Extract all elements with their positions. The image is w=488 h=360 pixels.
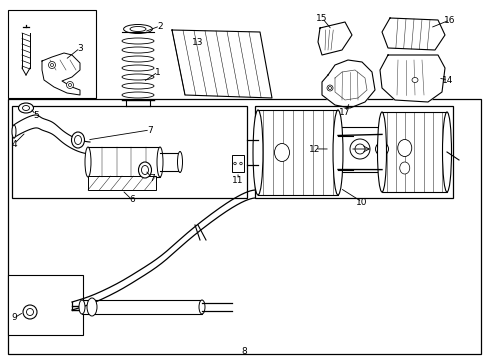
Polygon shape [381,18,444,50]
Text: 16: 16 [443,15,455,24]
Ellipse shape [85,147,91,177]
Bar [8,10,96,98]
Ellipse shape [79,300,85,314]
Ellipse shape [122,74,154,80]
Bar [88,176,156,190]
Ellipse shape [399,162,409,174]
Ellipse shape [138,162,151,178]
Polygon shape [172,30,271,98]
Ellipse shape [66,81,73,89]
Ellipse shape [199,300,204,314]
Ellipse shape [141,166,148,175]
Ellipse shape [123,24,152,33]
Ellipse shape [349,139,369,159]
Ellipse shape [48,62,55,68]
Text: 10: 10 [356,198,367,207]
Ellipse shape [252,110,263,195]
Text: 7: 7 [147,126,153,135]
Text: 5: 5 [33,111,39,120]
Bar [88,147,160,177]
Ellipse shape [122,38,154,44]
Ellipse shape [122,83,154,89]
Ellipse shape [22,105,29,111]
Bar [254,106,452,198]
Ellipse shape [122,47,154,53]
Text: 7: 7 [149,174,155,183]
Text: 14: 14 [442,76,453,85]
Text: 4: 4 [11,140,17,149]
Text: 11: 11 [232,176,243,185]
Ellipse shape [332,110,342,195]
Bar [8,99,480,354]
Ellipse shape [397,140,411,157]
Bar [12,106,246,198]
Ellipse shape [71,132,84,148]
Ellipse shape [375,143,387,156]
Ellipse shape [354,144,364,154]
Ellipse shape [442,112,450,192]
Ellipse shape [328,86,331,90]
Ellipse shape [23,305,37,319]
Bar [8,275,83,335]
Ellipse shape [233,162,236,165]
Ellipse shape [377,112,386,192]
Ellipse shape [50,63,53,67]
Ellipse shape [74,135,81,144]
Ellipse shape [122,56,154,62]
Ellipse shape [19,103,34,113]
Text: 12: 12 [309,144,320,153]
Polygon shape [317,22,351,55]
Bar [258,110,337,195]
Ellipse shape [326,85,332,91]
Text: 8: 8 [241,346,246,356]
Ellipse shape [68,84,71,86]
Text: 17: 17 [339,108,350,117]
Ellipse shape [26,309,34,315]
Ellipse shape [177,152,182,172]
Bar [381,112,446,192]
Ellipse shape [239,162,242,165]
Ellipse shape [274,144,289,162]
Text: 9: 9 [11,314,17,323]
Bar [309,127,394,172]
Bar [231,155,244,172]
Ellipse shape [157,147,163,177]
Polygon shape [379,55,444,102]
Ellipse shape [378,146,384,152]
Polygon shape [321,60,374,108]
Text: 13: 13 [192,37,203,46]
Bar [82,300,202,314]
Ellipse shape [411,77,417,82]
Text: 15: 15 [316,14,327,23]
Ellipse shape [122,92,154,98]
Text: 2: 2 [157,22,163,31]
Text: 1: 1 [155,68,161,77]
Ellipse shape [12,125,16,138]
Text: 6: 6 [129,195,135,204]
Ellipse shape [87,298,97,316]
Ellipse shape [122,65,154,71]
Text: 3: 3 [77,44,82,53]
Ellipse shape [130,27,146,32]
